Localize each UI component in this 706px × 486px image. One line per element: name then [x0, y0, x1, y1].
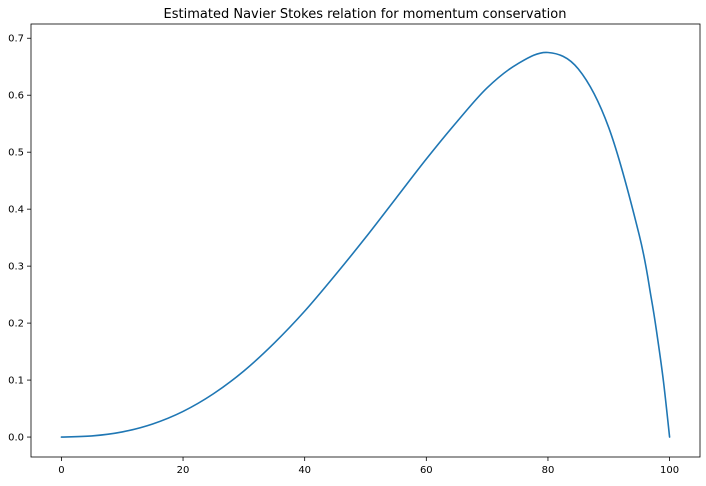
series-line: [60, 51, 671, 438]
x-tick-label: 80: [542, 465, 555, 476]
y-tick-label: 0.5: [8, 148, 24, 159]
y-tick-label: 0.3: [8, 262, 24, 273]
y-tick-label: 0.0: [8, 433, 24, 444]
y-tick-label: 0.1: [8, 376, 24, 387]
chart-title: Estimated Navier Stokes relation for mom…: [164, 7, 567, 22]
y-tick-label: 0.2: [8, 319, 24, 330]
x-tick-label: 20: [177, 465, 190, 476]
y-tick-label: 0.4: [8, 205, 24, 216]
x-tick-label: 40: [298, 465, 311, 476]
x-tick-label: 100: [660, 465, 679, 476]
plot-area: 0 20 40 60 80 100 0.0 0.1 0.2 0.3 0.4 0.5 0.6 0.7: [8, 23, 701, 476]
y-tick-label: 0.6: [8, 91, 24, 102]
x-tick-label: 0: [58, 465, 64, 476]
x-tick-label: 60: [420, 465, 433, 476]
y-tick-label: 0.7: [8, 34, 24, 45]
plot-frame: [30, 23, 701, 458]
